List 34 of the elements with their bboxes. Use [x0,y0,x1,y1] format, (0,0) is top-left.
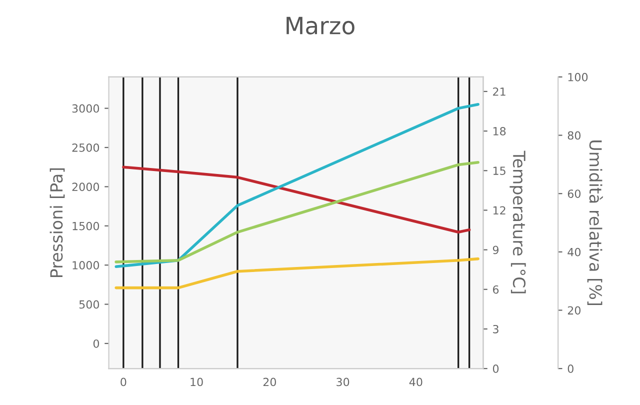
y2-tick-label: 15 [493,166,506,176]
y2-tick-label: 18 [493,127,506,136]
line-series [114,257,480,290]
y2-tick-label: 21 [493,87,506,96]
y2-tick-label: 0 [492,364,499,373]
y-tick-label: 3000 [72,104,100,113]
line-series [122,166,471,234]
y3-tick-label: 80 [568,131,581,140]
y3-tick-label: 0 [568,364,574,373]
x-tick-label: 10 [190,378,203,386]
y-tick-label: 500 [79,300,100,309]
y2-tick-label: 6 [493,285,499,294]
y3-tick-label: 100 [568,72,588,82]
y-tick-label: 1500 [72,222,100,230]
y-tick-label: 1000 [72,261,100,270]
x-tick-label: 30 [336,378,350,386]
x-tick-label: 0 [120,378,126,386]
line-series [114,102,480,268]
y3-tick-label: 40 [568,248,581,256]
y3-axis-title: Umidità relativa [%] [587,140,603,305]
x-tick-label: 20 [263,378,276,386]
y2-tick-label: 9 [492,246,499,254]
chart-title: Marzo [286,16,354,34]
y-tick-label: 2500 [72,143,100,152]
y2-tick-label: 3 [493,324,498,334]
y-axis-title: Pressioni [Pa] [50,168,65,277]
y2-axis-title: Temperature [°C] [510,150,526,294]
y3-tick-label: 20 [568,306,581,315]
y3-tick-label: 60 [568,190,581,198]
y2-tick-label: 12 [493,206,506,214]
line-series [114,161,480,264]
x-tick-label: 40 [409,378,422,386]
y-tick-label: 2000 [72,182,100,192]
y-tick-label: 0 [93,339,100,348]
